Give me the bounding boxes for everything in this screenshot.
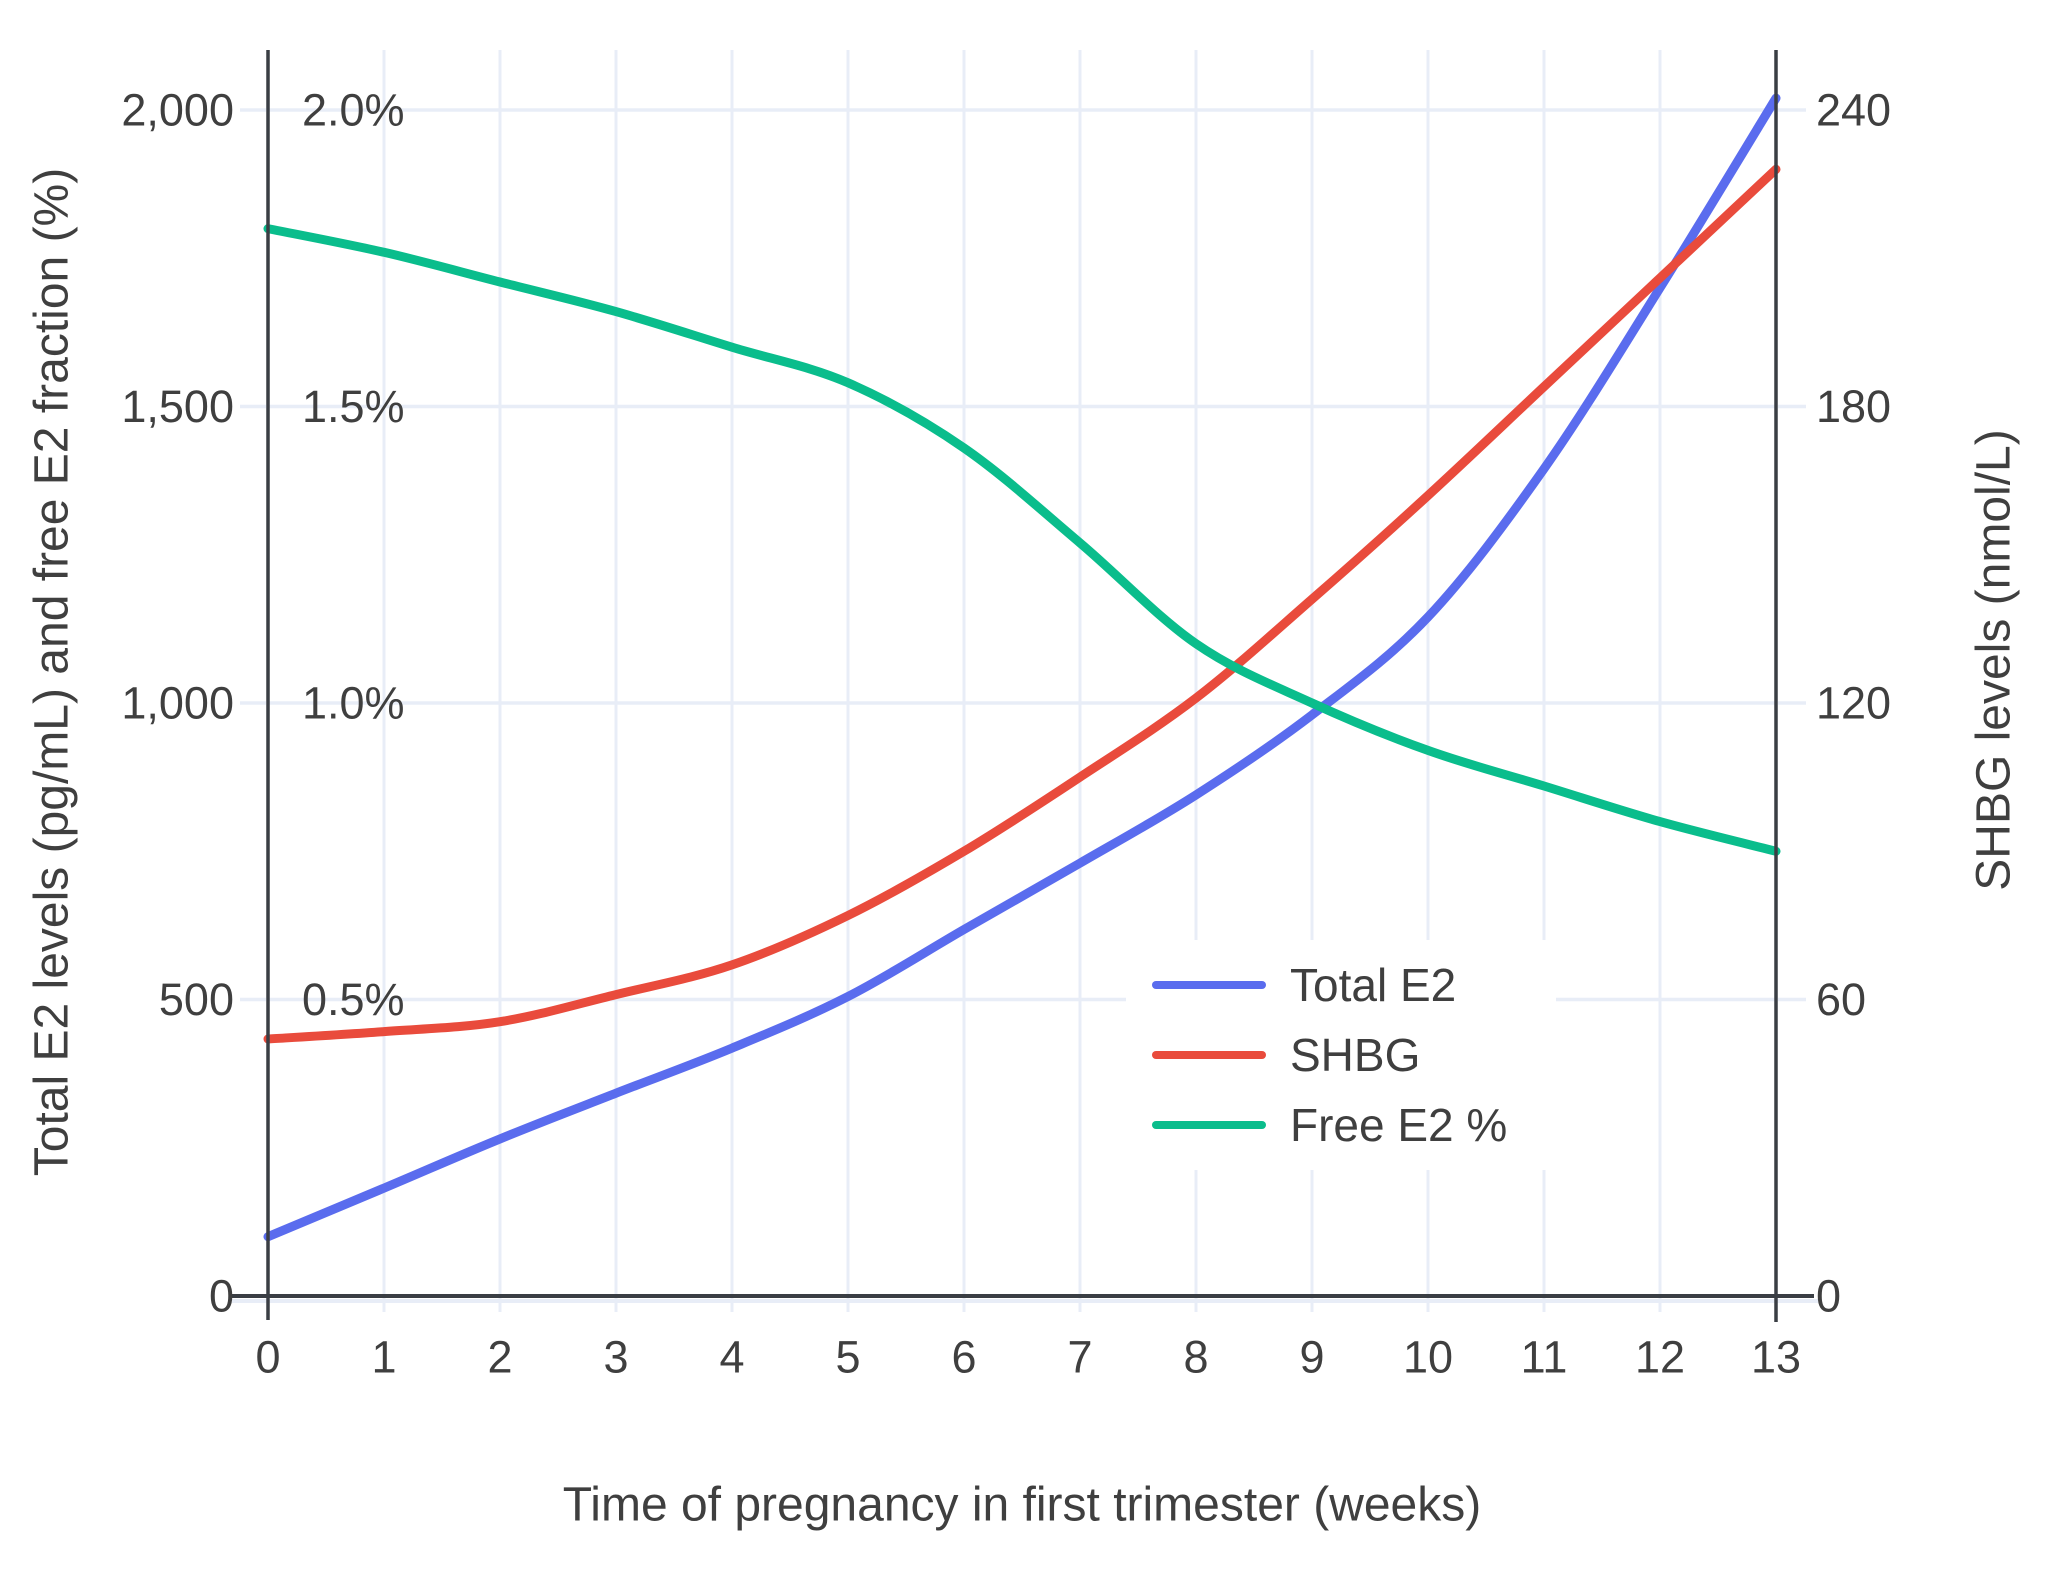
x-tick-label-13: 13: [1751, 1332, 1801, 1383]
legend-label-shbg: SHBG: [1290, 1029, 1421, 1081]
x-tick-label-1: 1: [371, 1332, 396, 1383]
x-tick-label-7: 7: [1067, 1332, 1092, 1383]
legend-item-total-e2: Total E2: [1152, 958, 1456, 1012]
x-tick-label-8: 8: [1183, 1332, 1208, 1383]
x-tick-label-10: 10: [1403, 1332, 1453, 1383]
percent-label-2-0: 2.0%: [302, 85, 405, 136]
legend-item-shbg: SHBG: [1152, 1028, 1420, 1082]
left-axis-title: Total E2 levels (pg/mL) and free E2 frac…: [25, 167, 79, 1177]
left-tick-label-0: 0: [209, 1271, 234, 1322]
right-axis-title: SHBG levels (nmol/L): [1967, 429, 2021, 891]
series-line-shbg: [263, 164, 1781, 1044]
x-tick-label-5: 5: [835, 1332, 860, 1383]
right-tick-label-60: 60: [1816, 974, 1866, 1025]
left-tick-label-1-500: 1,500: [121, 381, 234, 432]
left-tick-label-2-000: 2,000: [121, 85, 234, 136]
x-tick-label-6: 6: [951, 1332, 976, 1383]
legend-label-total-e2: Total E2: [1290, 959, 1457, 1011]
legend-swatch-shbg: [1152, 1051, 1266, 1059]
x-tick-label-0: 0: [255, 1332, 280, 1383]
legend-item-free-e2: Free E2 %: [1152, 1098, 1507, 1152]
percent-label-1-5: 1.5%: [302, 381, 405, 432]
legend-swatch-total-e2: [1152, 981, 1266, 989]
series-line-total-e2: [263, 93, 1781, 1242]
right-tick-label-240: 240: [1816, 85, 1891, 136]
right-tick-label-180: 180: [1816, 381, 1891, 432]
x-axis-title: Time of pregnancy in first trimester (we…: [562, 1478, 1482, 1532]
legend-label-free-e2: Free E2 %: [1290, 1099, 1508, 1151]
left-tick-label-1-000: 1,000: [121, 678, 234, 729]
x-tick-label-9: 9: [1299, 1332, 1324, 1383]
x-tick-label-3: 3: [603, 1332, 628, 1383]
right-tick-label-120: 120: [1816, 678, 1891, 729]
x-tick-label-2: 2: [487, 1332, 512, 1383]
left-tick-label-500: 500: [159, 974, 234, 1025]
right-tick-label-0: 0: [1816, 1271, 1841, 1322]
x-tick-label-4: 4: [719, 1332, 744, 1383]
series-line-free-e2: [263, 224, 1781, 856]
x-tick-label-11: 11: [1521, 1332, 1568, 1383]
percent-label-1-0: 1.0%: [302, 678, 405, 729]
x-tick-label-12: 12: [1635, 1332, 1685, 1383]
legend-swatch-free-e2: [1152, 1121, 1266, 1129]
percent-label-0-5: 0.5%: [302, 974, 405, 1025]
